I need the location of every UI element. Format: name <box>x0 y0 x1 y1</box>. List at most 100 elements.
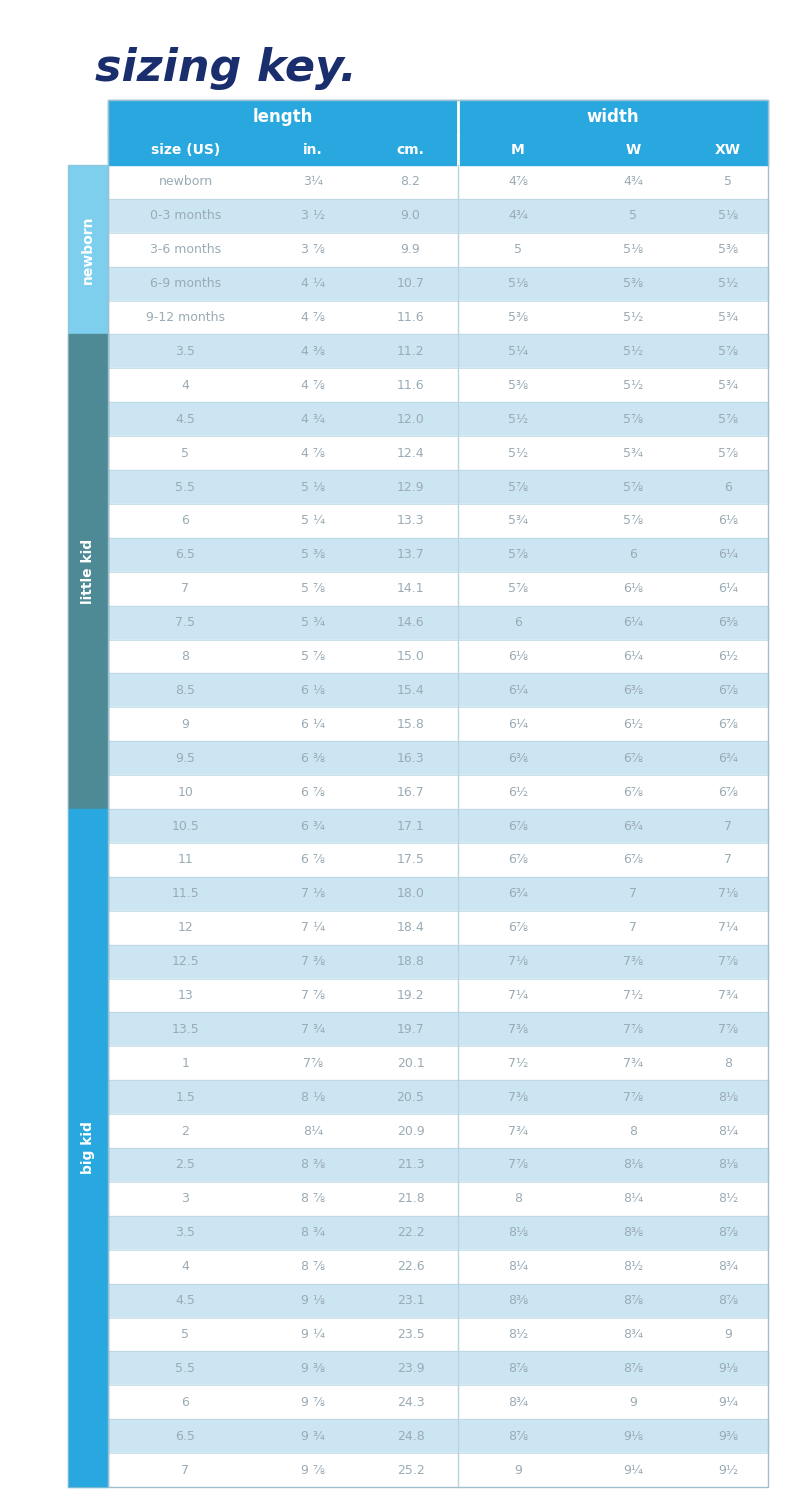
Text: 12: 12 <box>178 921 194 934</box>
Text: 9 ⅞: 9 ⅞ <box>301 1395 325 1409</box>
Text: 7¼: 7¼ <box>718 921 738 934</box>
Text: 14.6: 14.6 <box>397 616 424 628</box>
Text: 8¼: 8¼ <box>623 1192 643 1206</box>
Text: 6¼: 6¼ <box>718 549 738 561</box>
Text: 7 ⅛: 7 ⅛ <box>301 888 325 900</box>
Text: 6: 6 <box>182 1395 190 1409</box>
Text: 3 ½: 3 ½ <box>301 209 325 223</box>
Text: 4 ¾: 4 ¾ <box>301 413 325 426</box>
Text: 8⅞: 8⅞ <box>718 1295 738 1307</box>
Text: 11.6: 11.6 <box>397 310 424 324</box>
Text: 12.5: 12.5 <box>172 955 199 967</box>
Text: 8¾: 8¾ <box>623 1328 643 1341</box>
Text: 24.3: 24.3 <box>397 1395 424 1409</box>
Text: 8: 8 <box>724 1056 732 1070</box>
Text: 15.8: 15.8 <box>397 717 425 731</box>
Text: 19.2: 19.2 <box>397 989 424 1002</box>
Text: 5¾: 5¾ <box>508 514 528 527</box>
Text: 7⅜: 7⅜ <box>508 1023 528 1035</box>
Bar <box>108 910 768 945</box>
Bar <box>108 1420 768 1453</box>
Text: 8¼: 8¼ <box>508 1260 528 1273</box>
Text: 5½: 5½ <box>623 310 643 324</box>
Text: 10.7: 10.7 <box>397 277 425 291</box>
Text: 6⅛: 6⅛ <box>623 582 643 595</box>
Text: 25.2: 25.2 <box>397 1463 424 1477</box>
Text: 9: 9 <box>182 717 190 731</box>
Bar <box>108 1284 768 1317</box>
Text: 5: 5 <box>724 175 732 188</box>
Text: 7: 7 <box>182 1463 190 1477</box>
Bar <box>108 1081 768 1114</box>
Text: 5¾: 5¾ <box>623 446 643 460</box>
Text: 8½: 8½ <box>508 1328 528 1341</box>
Text: 8⅛: 8⅛ <box>718 1091 738 1103</box>
Text: 4¾: 4¾ <box>508 209 528 223</box>
Text: sizing key.: sizing key. <box>95 47 357 89</box>
Bar <box>108 164 768 199</box>
Text: 5⅞: 5⅞ <box>508 582 528 595</box>
Text: W: W <box>626 143 641 157</box>
Text: 2.5: 2.5 <box>175 1159 195 1171</box>
Text: 18.8: 18.8 <box>397 955 425 967</box>
Text: 9 ¼: 9 ¼ <box>301 1328 325 1341</box>
Text: 9⅛: 9⅛ <box>718 1362 738 1374</box>
Text: 3¼: 3¼ <box>303 175 323 188</box>
Text: 5½: 5½ <box>508 413 528 426</box>
Bar <box>108 538 768 571</box>
Bar <box>108 300 768 335</box>
Text: 5⅜: 5⅜ <box>718 243 738 256</box>
Text: 8: 8 <box>514 1192 522 1206</box>
Text: 5⅞: 5⅞ <box>718 345 738 359</box>
Text: 5⅛: 5⅛ <box>718 209 738 223</box>
Bar <box>108 335 768 368</box>
Text: 6¾: 6¾ <box>508 888 528 900</box>
Text: 6⅞: 6⅞ <box>508 820 528 832</box>
Text: 7¾: 7¾ <box>718 989 738 1002</box>
Text: 7 ⅜: 7 ⅜ <box>301 955 325 967</box>
Text: 4: 4 <box>182 1260 190 1273</box>
Text: 6⅜: 6⅜ <box>508 752 528 764</box>
Text: 3-6 months: 3-6 months <box>150 243 221 256</box>
Text: 5¾: 5¾ <box>718 310 738 324</box>
Bar <box>108 1046 768 1081</box>
Text: 4 ⅜: 4 ⅜ <box>301 345 325 359</box>
Text: 22.2: 22.2 <box>397 1227 424 1239</box>
Text: 6: 6 <box>182 514 190 527</box>
Text: 8.2: 8.2 <box>401 175 421 188</box>
Text: 7: 7 <box>629 888 637 900</box>
Text: 6 ⅜: 6 ⅜ <box>301 752 325 764</box>
Text: 6⅜: 6⅜ <box>623 684 643 696</box>
Text: 4 ¼: 4 ¼ <box>301 277 325 291</box>
Bar <box>108 1352 768 1385</box>
Text: 6 ¾: 6 ¾ <box>301 820 325 832</box>
Text: 8⅛: 8⅛ <box>623 1159 643 1171</box>
Text: XW: XW <box>715 143 741 157</box>
Bar <box>108 775 768 809</box>
Text: 7¾: 7¾ <box>508 1124 528 1138</box>
Text: 13: 13 <box>178 989 194 1002</box>
Text: 6¼: 6¼ <box>718 582 738 595</box>
Bar <box>108 1114 768 1148</box>
Text: 18.4: 18.4 <box>397 921 424 934</box>
Text: 8⅞: 8⅞ <box>508 1362 528 1374</box>
Bar <box>108 436 768 470</box>
Text: 13.7: 13.7 <box>397 549 424 561</box>
Bar <box>108 470 768 503</box>
Text: 5⅞: 5⅞ <box>623 481 643 493</box>
Text: 11: 11 <box>178 853 194 867</box>
Text: 8 ⅞: 8 ⅞ <box>301 1260 325 1273</box>
Text: 24.8: 24.8 <box>397 1430 424 1442</box>
Text: 5½: 5½ <box>623 378 643 392</box>
Text: 9-12 months: 9-12 months <box>146 310 225 324</box>
Text: size (US): size (US) <box>151 143 220 157</box>
Bar <box>108 674 768 707</box>
Text: 9.9: 9.9 <box>401 243 420 256</box>
Text: 8½: 8½ <box>623 1260 643 1273</box>
Text: 7⅞: 7⅞ <box>623 1023 643 1035</box>
Text: 4⅞: 4⅞ <box>508 175 528 188</box>
Text: 16.7: 16.7 <box>397 785 424 799</box>
Text: 16.3: 16.3 <box>397 752 424 764</box>
Text: newborn: newborn <box>158 175 213 188</box>
Text: 9.5: 9.5 <box>175 752 195 764</box>
